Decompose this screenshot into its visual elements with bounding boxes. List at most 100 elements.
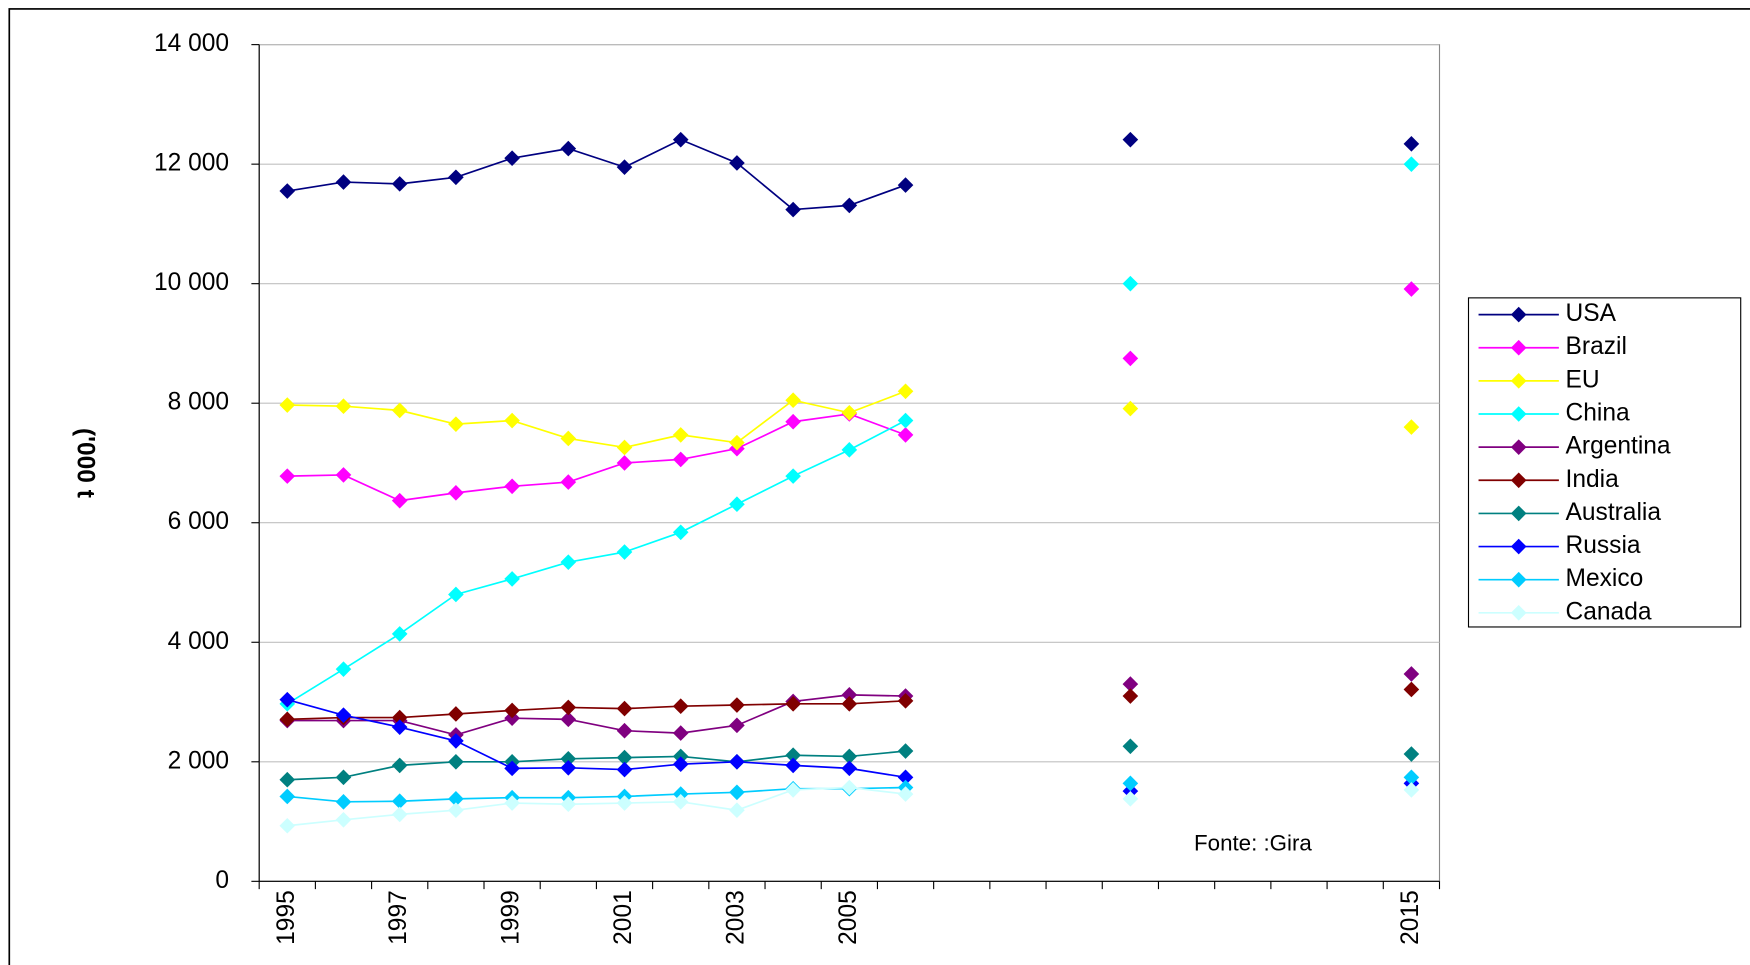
y-tick-label: 0: [215, 867, 229, 894]
data-point: [785, 413, 801, 430]
data-point: [672, 427, 689, 443]
legend-label: Russia: [1566, 532, 1641, 559]
data-point: [391, 719, 408, 735]
data-point: [729, 434, 745, 451]
annotation: Fonte: :Gira: [1194, 830, 1312, 855]
legend-marker: [1510, 571, 1527, 588]
data-point: [785, 392, 801, 409]
data-point: [841, 404, 858, 421]
data-point: [729, 697, 745, 713]
data-point: [391, 757, 408, 774]
data-point: [448, 485, 464, 501]
data-point: [672, 794, 689, 810]
data-point: [1403, 681, 1420, 698]
data-point: [560, 711, 577, 728]
legend-label: Mexico: [1566, 565, 1644, 592]
legend-marker: [1510, 406, 1527, 422]
data-point: [1403, 746, 1420, 762]
data-point: [729, 496, 745, 513]
legend-marker: [1510, 472, 1527, 489]
y-axis-title: ('000 t: [72, 428, 99, 498]
legend-marker: [1510, 339, 1527, 356]
data-point: [616, 761, 633, 778]
data-point: [616, 700, 633, 717]
data-point: [1122, 350, 1139, 367]
data-point: [897, 412, 914, 429]
data-point: [897, 743, 914, 759]
data-point: [335, 794, 352, 810]
data-point: [616, 455, 633, 471]
y-tick-label: 10 000: [154, 269, 229, 296]
data-point: [616, 795, 633, 811]
data-point: [1403, 782, 1420, 798]
data-point: [448, 753, 464, 770]
data-point: [897, 786, 914, 802]
data-point: [785, 696, 801, 712]
x-tick-label: 2005: [835, 890, 862, 945]
legend-label: Canada: [1566, 598, 1652, 625]
data-point: [448, 706, 464, 722]
data-point: [1122, 676, 1139, 692]
data-point: [279, 771, 296, 788]
data-point: [1122, 688, 1139, 704]
data-point: [1403, 281, 1420, 297]
data-point: [335, 769, 352, 786]
data-point: [616, 749, 633, 766]
data-point: [279, 468, 296, 484]
x-tick-label: 2015: [1397, 890, 1424, 945]
y-tick-label: 14 000: [154, 30, 229, 57]
data-point: [279, 397, 296, 413]
data-point: [448, 802, 464, 819]
legend-label: Australia: [1566, 499, 1662, 526]
y-tick-label: 8 000: [168, 389, 229, 416]
data-point: [279, 788, 296, 805]
legend-label: Brazil: [1566, 333, 1627, 360]
data-point: [672, 451, 689, 468]
data-point: [279, 817, 296, 834]
data-point: [560, 751, 577, 767]
data-point: [1403, 666, 1420, 682]
data-point: [279, 691, 296, 708]
y-tick-label: 12 000: [154, 150, 229, 177]
data-point: [1403, 419, 1420, 435]
x-tick-label: 2003: [722, 890, 749, 945]
data-point: [279, 183, 296, 199]
data-point: [560, 474, 577, 490]
x-tick-label: 1995: [273, 890, 300, 945]
legend-label: EU: [1566, 366, 1600, 393]
data-point: [279, 711, 296, 728]
data-point: [1122, 791, 1139, 807]
legend-marker: [1510, 373, 1527, 389]
y-tick-label: 4 000: [168, 628, 229, 655]
legend-marker: [1510, 604, 1527, 621]
legend-label: USA: [1566, 300, 1617, 327]
data-point: [841, 687, 858, 703]
data-point: [1122, 275, 1139, 292]
data-point: [841, 442, 858, 458]
data-point: [1122, 131, 1139, 148]
y-tick-label: 2 000: [168, 747, 229, 774]
legend-marker: [1510, 439, 1527, 455]
data-point: [391, 402, 408, 419]
x-tick-label: 2001: [610, 890, 637, 945]
data-point: [1403, 156, 1420, 172]
data-point: [841, 779, 858, 796]
chart-frame: [8, 8, 1750, 965]
data-point: [560, 554, 577, 570]
legend-marker: [1510, 538, 1527, 555]
data-point: [785, 757, 801, 774]
data-point: [841, 696, 858, 712]
x-tick-label: 1999: [498, 890, 525, 945]
data-point: [897, 177, 914, 193]
data-point: [616, 439, 633, 456]
y-tick-label: 6 000: [168, 508, 229, 535]
data-point: [897, 693, 914, 709]
data-point: [672, 698, 689, 715]
legend-box: [1467, 297, 1742, 628]
data-point: [448, 733, 464, 749]
data-point: [672, 756, 689, 772]
data-point: [560, 430, 577, 447]
data-point: [1122, 775, 1139, 792]
